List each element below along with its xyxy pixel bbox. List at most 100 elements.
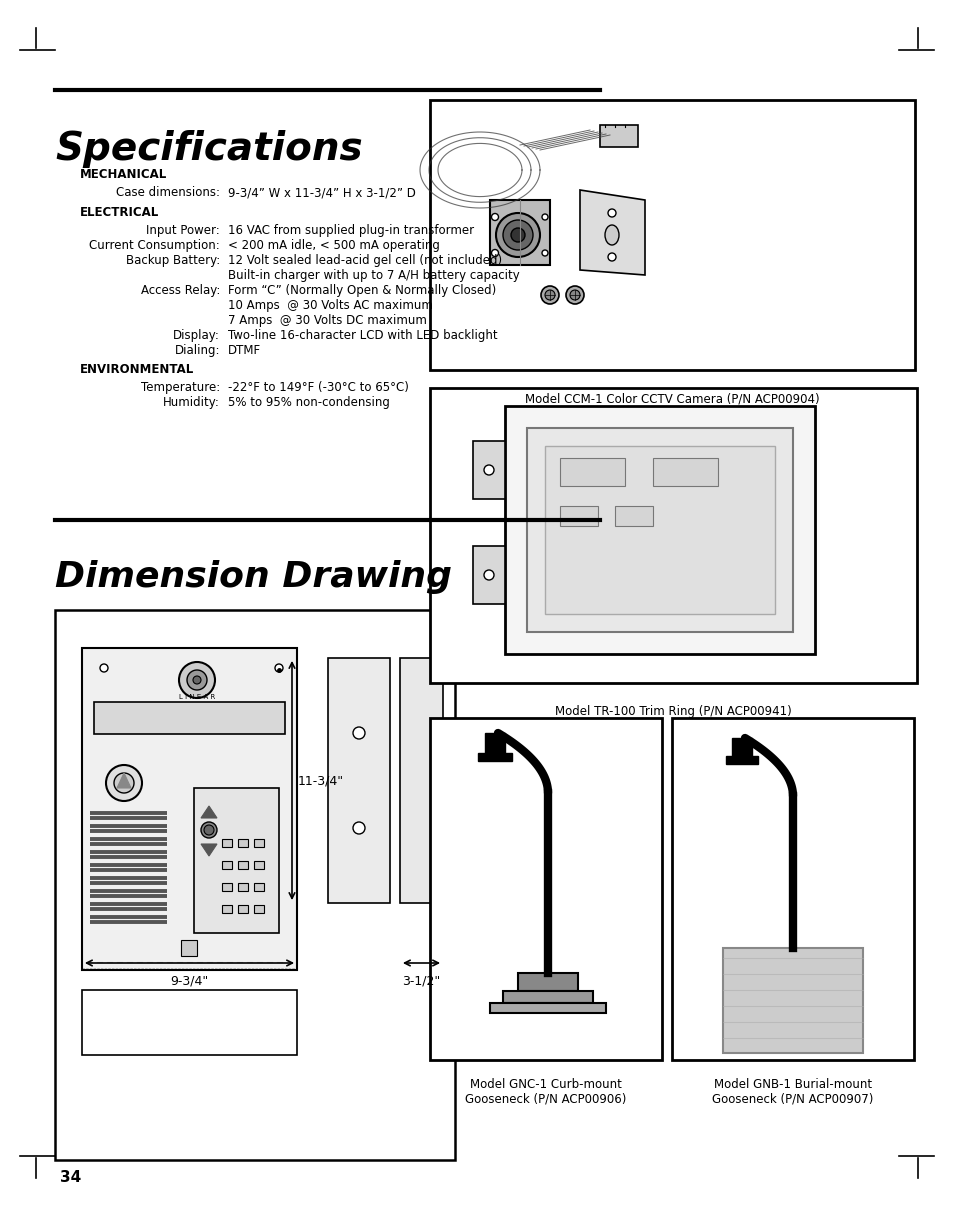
Circle shape [483,570,494,580]
Circle shape [569,289,579,300]
Circle shape [511,228,524,242]
Ellipse shape [604,226,618,245]
Bar [430,388,916,683]
Bar [652,458,718,486]
Bar [222,883,232,891]
Bar [82,990,296,1055]
Text: Backup Battery:: Backup Battery: [126,254,220,267]
Text: 11-3/4": 11-3/4" [297,774,344,788]
Text: Temperature:: Temperature: [141,381,220,394]
Polygon shape [201,844,216,856]
Bar [526,428,792,632]
Bar [253,861,264,870]
Bar [237,883,248,891]
Polygon shape [731,738,751,756]
Bar [237,904,248,913]
Bar [237,861,248,870]
Bar [222,904,232,913]
Circle shape [541,250,547,256]
Circle shape [201,822,216,838]
Text: Built-in charger with up to 7 A/H battery capacity: Built-in charger with up to 7 A/H batter… [228,269,519,282]
Text: Specifications: Specifications [55,130,362,168]
Bar [222,839,232,847]
Bar [502,991,593,1003]
Bar [253,904,264,913]
Circle shape [607,209,616,217]
Circle shape [491,213,498,221]
Circle shape [607,253,616,260]
Polygon shape [579,191,644,275]
Text: MECHANICAL: MECHANICAL [80,168,167,181]
Text: 10 Amps  @ 30 Volts AC maximum: 10 Amps @ 30 Volts AC maximum [228,299,433,312]
Text: -22°F to 149°F (-30°C to 65°C): -22°F to 149°F (-30°C to 65°C) [228,381,409,394]
Circle shape [204,825,213,835]
Bar [430,100,914,370]
Bar [253,883,264,891]
Circle shape [502,219,533,250]
Bar [473,546,504,604]
Bar [559,507,598,526]
Text: Current Consumption:: Current Consumption: [90,239,220,252]
Bar [490,1003,605,1013]
Text: Dimension Drawing: Dimension Drawing [55,560,452,595]
Text: Model GNB-1 Burial-mount
Gooseneck (P/N ACP00907): Model GNB-1 Burial-mount Gooseneck (P/N … [712,1078,873,1106]
Circle shape [106,765,142,801]
Circle shape [179,662,214,698]
Circle shape [544,289,555,300]
Polygon shape [117,773,131,788]
Polygon shape [477,753,512,761]
Text: 7 Amps  @ 30 Volts DC maximum: 7 Amps @ 30 Volts DC maximum [228,314,426,327]
Polygon shape [484,733,504,753]
Bar [722,948,862,1053]
Text: Display:: Display: [172,329,220,343]
Text: Case dimensions:: Case dimensions: [116,186,220,199]
Circle shape [353,822,365,835]
Text: 12 Volt sealed lead-acid gel cell (not included): 12 Volt sealed lead-acid gel cell (not i… [228,254,501,267]
Text: ENVIRONMENTAL: ENVIRONMENTAL [80,363,194,376]
Bar [193,788,278,933]
Circle shape [113,773,133,794]
Circle shape [353,727,365,739]
Bar [473,441,504,499]
Polygon shape [201,806,216,818]
Text: Two-line 16-character LCD with LED backlight: Two-line 16-character LCD with LED backl… [228,329,497,343]
Bar [559,458,624,486]
Text: 34: 34 [60,1170,81,1185]
Text: < 200 mA idle, < 500 mA operating: < 200 mA idle, < 500 mA operating [228,239,439,252]
Bar [55,610,455,1160]
Text: Model GNC-1 Curb-mount
Gooseneck (P/N ACP00906): Model GNC-1 Curb-mount Gooseneck (P/N AC… [465,1078,626,1106]
Text: 3-1/2": 3-1/2" [402,974,440,988]
Bar [237,839,248,847]
Circle shape [187,671,207,690]
Text: DTMF: DTMF [228,344,261,357]
Text: Form “C” (Normally Open & Normally Closed): Form “C” (Normally Open & Normally Close… [228,283,496,297]
Bar [671,718,913,1060]
Bar [544,446,774,614]
Bar [430,718,661,1060]
Circle shape [491,250,498,257]
Bar [599,125,638,147]
Bar [328,658,390,903]
Bar [181,939,196,956]
Text: 16 VAC from supplied plug-in transformer: 16 VAC from supplied plug-in transformer [228,224,474,238]
Text: 9-3/4” W x 11-3/4” H x 3-1/2” D: 9-3/4” W x 11-3/4” H x 3-1/2” D [228,186,416,199]
Text: Dialing:: Dialing: [174,344,220,357]
Bar [82,648,296,970]
Circle shape [541,213,547,219]
Text: Input Power:: Input Power: [146,224,220,238]
Bar [504,406,814,654]
Text: ELECTRICAL: ELECTRICAL [80,206,159,219]
Text: Humidity:: Humidity: [163,396,220,409]
Bar [615,507,652,526]
Circle shape [496,213,539,257]
Bar [253,839,264,847]
Text: 9-3/4": 9-3/4" [171,974,209,988]
Polygon shape [725,756,758,763]
Circle shape [193,677,201,684]
Circle shape [540,286,558,304]
Circle shape [565,286,583,304]
Bar [517,973,578,991]
Text: Model CCM-1 Color CCTV Camera (P/N ACP00904): Model CCM-1 Color CCTV Camera (P/N ACP00… [525,392,819,405]
Circle shape [483,466,494,475]
Text: 5% to 95% non-condensing: 5% to 95% non-condensing [228,396,390,409]
